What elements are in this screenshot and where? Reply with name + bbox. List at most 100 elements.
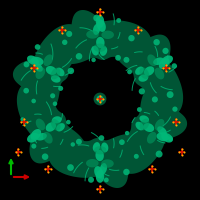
Polygon shape xyxy=(147,132,157,144)
Polygon shape xyxy=(135,122,144,130)
Polygon shape xyxy=(67,164,74,171)
Polygon shape xyxy=(35,44,40,50)
Polygon shape xyxy=(13,24,83,115)
Polygon shape xyxy=(140,119,149,130)
Polygon shape xyxy=(76,139,82,145)
Polygon shape xyxy=(127,69,132,74)
Polygon shape xyxy=(143,123,154,132)
Polygon shape xyxy=(117,83,187,174)
Polygon shape xyxy=(157,126,167,135)
Polygon shape xyxy=(66,120,71,124)
Polygon shape xyxy=(157,133,169,141)
Polygon shape xyxy=(46,66,57,75)
Polygon shape xyxy=(93,15,100,21)
Polygon shape xyxy=(46,122,56,132)
Polygon shape xyxy=(99,135,104,141)
Polygon shape xyxy=(58,86,63,91)
Polygon shape xyxy=(113,35,183,117)
Polygon shape xyxy=(27,55,39,65)
Polygon shape xyxy=(36,67,45,79)
Polygon shape xyxy=(43,132,53,144)
Polygon shape xyxy=(144,66,154,76)
Polygon shape xyxy=(135,67,144,75)
Polygon shape xyxy=(66,31,72,37)
Polygon shape xyxy=(17,81,87,163)
Polygon shape xyxy=(95,150,104,161)
Polygon shape xyxy=(36,119,45,130)
Polygon shape xyxy=(52,116,62,123)
Polygon shape xyxy=(94,44,106,52)
Polygon shape xyxy=(93,142,100,152)
Polygon shape xyxy=(139,67,149,79)
Polygon shape xyxy=(56,10,151,64)
Polygon shape xyxy=(36,133,47,141)
Polygon shape xyxy=(51,119,61,131)
Polygon shape xyxy=(51,75,61,83)
Polygon shape xyxy=(86,159,99,167)
Polygon shape xyxy=(31,57,43,65)
Polygon shape xyxy=(51,68,60,79)
Polygon shape xyxy=(101,31,114,39)
Polygon shape xyxy=(101,142,108,152)
Polygon shape xyxy=(68,68,74,74)
Polygon shape xyxy=(23,88,29,94)
Polygon shape xyxy=(91,58,96,62)
Polygon shape xyxy=(92,46,99,56)
Polygon shape xyxy=(138,75,148,82)
Polygon shape xyxy=(96,37,105,48)
Polygon shape xyxy=(93,24,100,35)
Polygon shape xyxy=(147,54,157,66)
Polygon shape xyxy=(86,30,99,39)
Polygon shape xyxy=(94,146,106,154)
Polygon shape xyxy=(125,131,129,135)
Polygon shape xyxy=(31,144,36,149)
Polygon shape xyxy=(139,115,149,123)
Polygon shape xyxy=(88,177,94,183)
Polygon shape xyxy=(172,107,178,112)
Polygon shape xyxy=(134,154,139,159)
Polygon shape xyxy=(31,129,41,140)
Polygon shape xyxy=(71,142,75,147)
Polygon shape xyxy=(155,119,164,131)
Polygon shape xyxy=(42,153,48,160)
Polygon shape xyxy=(128,35,135,41)
Polygon shape xyxy=(161,55,173,65)
Polygon shape xyxy=(155,68,164,79)
Polygon shape xyxy=(172,63,177,69)
Polygon shape xyxy=(94,166,103,178)
Polygon shape xyxy=(100,46,107,56)
Polygon shape xyxy=(24,62,29,67)
Polygon shape xyxy=(94,93,106,105)
Polygon shape xyxy=(139,88,145,94)
Polygon shape xyxy=(123,169,130,175)
Polygon shape xyxy=(62,40,67,45)
Polygon shape xyxy=(76,53,82,60)
Polygon shape xyxy=(43,54,53,66)
Polygon shape xyxy=(159,58,169,69)
Polygon shape xyxy=(161,133,173,143)
Polygon shape xyxy=(153,57,164,65)
Polygon shape xyxy=(116,18,121,23)
Polygon shape xyxy=(50,93,55,98)
Polygon shape xyxy=(56,123,65,131)
Polygon shape xyxy=(100,163,107,174)
Polygon shape xyxy=(96,170,104,183)
Polygon shape xyxy=(167,91,174,98)
Polygon shape xyxy=(115,55,121,61)
Polygon shape xyxy=(137,107,142,112)
Polygon shape xyxy=(123,57,129,63)
Polygon shape xyxy=(104,178,109,182)
Polygon shape xyxy=(56,68,65,76)
Polygon shape xyxy=(96,15,104,28)
Polygon shape xyxy=(96,95,104,103)
Polygon shape xyxy=(156,151,163,158)
Polygon shape xyxy=(31,99,36,103)
Polygon shape xyxy=(97,20,106,32)
Polygon shape xyxy=(53,101,57,106)
Polygon shape xyxy=(101,159,114,168)
Polygon shape xyxy=(168,136,173,141)
Polygon shape xyxy=(153,39,160,45)
Polygon shape xyxy=(119,139,125,145)
Polygon shape xyxy=(20,117,25,122)
Polygon shape xyxy=(152,96,158,102)
